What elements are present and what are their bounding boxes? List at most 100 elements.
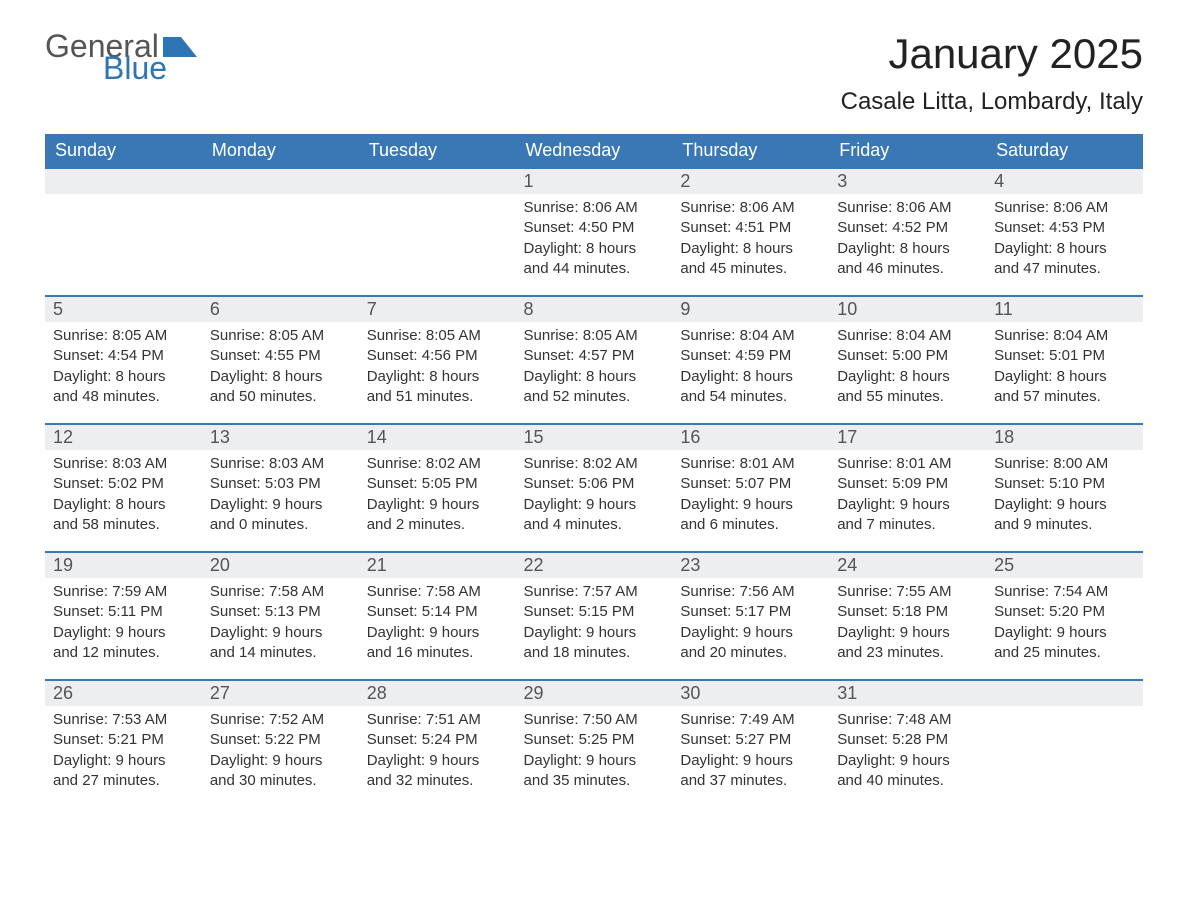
calendar-day-cell: 10Sunrise: 8:04 AMSunset: 5:00 PMDayligh… bbox=[829, 296, 986, 424]
calendar-day-cell bbox=[986, 680, 1143, 808]
calendar-week-row: 19Sunrise: 7:59 AMSunset: 5:11 PMDayligh… bbox=[45, 552, 1143, 680]
weekday-header: Thursday bbox=[672, 134, 829, 168]
day-number: 18 bbox=[986, 425, 1143, 450]
calendar-day-cell: 23Sunrise: 7:56 AMSunset: 5:17 PMDayligh… bbox=[672, 552, 829, 680]
calendar-day-cell: 16Sunrise: 8:01 AMSunset: 5:07 PMDayligh… bbox=[672, 424, 829, 552]
weekday-header: Sunday bbox=[45, 134, 202, 168]
month-title: January 2025 bbox=[841, 30, 1143, 78]
weekday-header: Wednesday bbox=[516, 134, 673, 168]
day-number: 1 bbox=[516, 169, 673, 194]
weekday-header-row: SundayMondayTuesdayWednesdayThursdayFrid… bbox=[45, 134, 1143, 168]
logo: General Blue bbox=[45, 30, 197, 84]
calendar-day-cell: 13Sunrise: 8:03 AMSunset: 5:03 PMDayligh… bbox=[202, 424, 359, 552]
day-details: Sunrise: 8:06 AMSunset: 4:53 PMDaylight:… bbox=[986, 194, 1143, 283]
day-details: Sunrise: 7:59 AMSunset: 5:11 PMDaylight:… bbox=[45, 578, 202, 667]
day-number: 24 bbox=[829, 553, 986, 578]
day-details: Sunrise: 7:58 AMSunset: 5:13 PMDaylight:… bbox=[202, 578, 359, 667]
day-details: Sunrise: 7:50 AMSunset: 5:25 PMDaylight:… bbox=[516, 706, 673, 795]
calendar-table: SundayMondayTuesdayWednesdayThursdayFrid… bbox=[45, 134, 1143, 808]
day-number: 23 bbox=[672, 553, 829, 578]
calendar-day-cell: 31Sunrise: 7:48 AMSunset: 5:28 PMDayligh… bbox=[829, 680, 986, 808]
day-details: Sunrise: 8:03 AMSunset: 5:03 PMDaylight:… bbox=[202, 450, 359, 539]
calendar-week-row: 26Sunrise: 7:53 AMSunset: 5:21 PMDayligh… bbox=[45, 680, 1143, 808]
day-details: Sunrise: 8:04 AMSunset: 4:59 PMDaylight:… bbox=[672, 322, 829, 411]
calendar-day-cell bbox=[45, 168, 202, 296]
day-details: Sunrise: 8:05 AMSunset: 4:57 PMDaylight:… bbox=[516, 322, 673, 411]
day-number: 21 bbox=[359, 553, 516, 578]
day-details: Sunrise: 8:00 AMSunset: 5:10 PMDaylight:… bbox=[986, 450, 1143, 539]
calendar-week-row: 5Sunrise: 8:05 AMSunset: 4:54 PMDaylight… bbox=[45, 296, 1143, 424]
day-details: Sunrise: 8:04 AMSunset: 5:00 PMDaylight:… bbox=[829, 322, 986, 411]
day-number: 25 bbox=[986, 553, 1143, 578]
day-number: 9 bbox=[672, 297, 829, 322]
calendar-week-row: 12Sunrise: 8:03 AMSunset: 5:02 PMDayligh… bbox=[45, 424, 1143, 552]
day-number: 29 bbox=[516, 681, 673, 706]
calendar-day-cell: 17Sunrise: 8:01 AMSunset: 5:09 PMDayligh… bbox=[829, 424, 986, 552]
calendar-day-cell: 29Sunrise: 7:50 AMSunset: 5:25 PMDayligh… bbox=[516, 680, 673, 808]
day-details: Sunrise: 7:54 AMSunset: 5:20 PMDaylight:… bbox=[986, 578, 1143, 667]
day-details: Sunrise: 8:02 AMSunset: 5:05 PMDaylight:… bbox=[359, 450, 516, 539]
day-number: 6 bbox=[202, 297, 359, 322]
calendar-day-cell: 22Sunrise: 7:57 AMSunset: 5:15 PMDayligh… bbox=[516, 552, 673, 680]
day-number: 15 bbox=[516, 425, 673, 450]
day-number: 16 bbox=[672, 425, 829, 450]
day-details: Sunrise: 7:51 AMSunset: 5:24 PMDaylight:… bbox=[359, 706, 516, 795]
day-details: Sunrise: 8:06 AMSunset: 4:52 PMDaylight:… bbox=[829, 194, 986, 283]
calendar-day-cell: 7Sunrise: 8:05 AMSunset: 4:56 PMDaylight… bbox=[359, 296, 516, 424]
calendar-day-cell: 1Sunrise: 8:06 AMSunset: 4:50 PMDaylight… bbox=[516, 168, 673, 296]
day-number: 2 bbox=[672, 169, 829, 194]
calendar-day-cell: 4Sunrise: 8:06 AMSunset: 4:53 PMDaylight… bbox=[986, 168, 1143, 296]
day-details: Sunrise: 8:05 AMSunset: 4:54 PMDaylight:… bbox=[45, 322, 202, 411]
day-details: Sunrise: 8:06 AMSunset: 4:50 PMDaylight:… bbox=[516, 194, 673, 283]
day-details: Sunrise: 8:02 AMSunset: 5:06 PMDaylight:… bbox=[516, 450, 673, 539]
calendar-day-cell: 15Sunrise: 8:02 AMSunset: 5:06 PMDayligh… bbox=[516, 424, 673, 552]
day-details: Sunrise: 7:55 AMSunset: 5:18 PMDaylight:… bbox=[829, 578, 986, 667]
calendar-day-cell: 5Sunrise: 8:05 AMSunset: 4:54 PMDaylight… bbox=[45, 296, 202, 424]
title-block: January 2025 Casale Litta, Lombardy, Ita… bbox=[841, 30, 1143, 116]
weekday-header: Tuesday bbox=[359, 134, 516, 168]
day-number: 27 bbox=[202, 681, 359, 706]
calendar-day-cell: 2Sunrise: 8:06 AMSunset: 4:51 PMDaylight… bbox=[672, 168, 829, 296]
calendar-day-cell: 8Sunrise: 8:05 AMSunset: 4:57 PMDaylight… bbox=[516, 296, 673, 424]
day-number: 11 bbox=[986, 297, 1143, 322]
day-number: 17 bbox=[829, 425, 986, 450]
calendar-day-cell: 18Sunrise: 8:00 AMSunset: 5:10 PMDayligh… bbox=[986, 424, 1143, 552]
day-details: Sunrise: 7:58 AMSunset: 5:14 PMDaylight:… bbox=[359, 578, 516, 667]
day-details: Sunrise: 8:05 AMSunset: 4:55 PMDaylight:… bbox=[202, 322, 359, 411]
day-number-empty bbox=[45, 169, 202, 194]
day-details: Sunrise: 8:03 AMSunset: 5:02 PMDaylight:… bbox=[45, 450, 202, 539]
day-number-empty bbox=[986, 681, 1143, 706]
day-number-empty bbox=[202, 169, 359, 194]
weekday-header: Saturday bbox=[986, 134, 1143, 168]
day-number: 19 bbox=[45, 553, 202, 578]
calendar-day-cell: 30Sunrise: 7:49 AMSunset: 5:27 PMDayligh… bbox=[672, 680, 829, 808]
day-number: 10 bbox=[829, 297, 986, 322]
day-details: Sunrise: 7:53 AMSunset: 5:21 PMDaylight:… bbox=[45, 706, 202, 795]
day-number: 7 bbox=[359, 297, 516, 322]
calendar-week-row: 1Sunrise: 8:06 AMSunset: 4:50 PMDaylight… bbox=[45, 168, 1143, 296]
header: General Blue January 2025 Casale Litta, … bbox=[45, 30, 1143, 116]
calendar-day-cell bbox=[202, 168, 359, 296]
day-number: 14 bbox=[359, 425, 516, 450]
calendar-day-cell: 21Sunrise: 7:58 AMSunset: 5:14 PMDayligh… bbox=[359, 552, 516, 680]
calendar-day-cell: 28Sunrise: 7:51 AMSunset: 5:24 PMDayligh… bbox=[359, 680, 516, 808]
day-details: Sunrise: 7:48 AMSunset: 5:28 PMDaylight:… bbox=[829, 706, 986, 795]
day-details: Sunrise: 8:01 AMSunset: 5:07 PMDaylight:… bbox=[672, 450, 829, 539]
day-details: Sunrise: 7:49 AMSunset: 5:27 PMDaylight:… bbox=[672, 706, 829, 795]
day-details: Sunrise: 8:04 AMSunset: 5:01 PMDaylight:… bbox=[986, 322, 1143, 411]
calendar-day-cell: 20Sunrise: 7:58 AMSunset: 5:13 PMDayligh… bbox=[202, 552, 359, 680]
day-number: 22 bbox=[516, 553, 673, 578]
logo-text-blue: Blue bbox=[103, 52, 197, 84]
calendar-day-cell: 3Sunrise: 8:06 AMSunset: 4:52 PMDaylight… bbox=[829, 168, 986, 296]
day-number: 26 bbox=[45, 681, 202, 706]
day-number: 8 bbox=[516, 297, 673, 322]
day-details: Sunrise: 7:52 AMSunset: 5:22 PMDaylight:… bbox=[202, 706, 359, 795]
day-details: Sunrise: 7:56 AMSunset: 5:17 PMDaylight:… bbox=[672, 578, 829, 667]
day-number: 3 bbox=[829, 169, 986, 194]
calendar-day-cell: 24Sunrise: 7:55 AMSunset: 5:18 PMDayligh… bbox=[829, 552, 986, 680]
day-details: Sunrise: 7:57 AMSunset: 5:15 PMDaylight:… bbox=[516, 578, 673, 667]
day-number: 28 bbox=[359, 681, 516, 706]
day-details: Sunrise: 8:05 AMSunset: 4:56 PMDaylight:… bbox=[359, 322, 516, 411]
calendar-day-cell: 26Sunrise: 7:53 AMSunset: 5:21 PMDayligh… bbox=[45, 680, 202, 808]
calendar-day-cell bbox=[359, 168, 516, 296]
